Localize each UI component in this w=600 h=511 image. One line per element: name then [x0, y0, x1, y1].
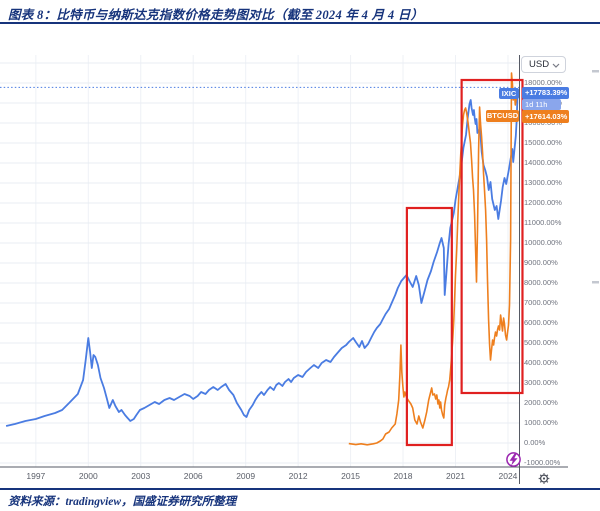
y-axis-label: 7000.00% — [524, 298, 558, 307]
btcusd-value-chip[interactable]: +17614.03% — [522, 110, 569, 123]
y-axis-label: 18000.00% — [524, 78, 562, 87]
x-axis-label: 2021 — [446, 471, 465, 481]
y-axis-label: 5000.00% — [524, 338, 558, 347]
bottom-rule — [0, 488, 600, 491]
x-axis-label: 2012 — [288, 471, 308, 481]
x-axis-label: 2009 — [236, 471, 256, 481]
btcusd-line — [348, 72, 519, 446]
y-axis-label: 2000.00% — [524, 398, 558, 407]
x-axis-label: 2018 — [393, 471, 413, 481]
ixic-symbol-chip[interactable]: IXIC — [499, 88, 519, 99]
y-axis-label: -1000.00% — [524, 458, 561, 467]
x-axis-label: 2006 — [183, 471, 203, 481]
y-axis-label: 0.00% — [524, 438, 546, 447]
highlight-red-box — [405, 206, 453, 447]
highlight-red-box — [460, 78, 524, 395]
y-axis-label: 6000.00% — [524, 318, 558, 327]
ixic-line — [5, 91, 519, 427]
y-axis-label: 12000.00% — [524, 198, 562, 207]
x-axis-label: 2015 — [341, 471, 361, 481]
btcusd-symbol-chip[interactable]: BTCUSD — [486, 110, 519, 122]
y-axis-label: 3000.00% — [524, 378, 558, 387]
scrollbar-artifact — [592, 70, 599, 73]
y-axis-label: 10000.00% — [524, 238, 562, 247]
x-axis-label: 1997 — [26, 471, 46, 481]
title-rule — [0, 22, 600, 25]
figure-title: 图表 8：比特币与纳斯达克指数价格走势图对比（截至 2024 年 4 月 4 日… — [8, 8, 424, 22]
settings-gear-icon[interactable] — [538, 473, 550, 484]
y-axis-label: 9000.00% — [524, 258, 558, 267]
scrollbar-artifact — [592, 281, 599, 284]
y-axis-label: 8000.00% — [524, 278, 558, 287]
x-axis-label: 2003 — [131, 471, 151, 481]
y-axis-label: 4000.00% — [524, 358, 558, 367]
ixic-value-chip[interactable]: +17783.39% — [522, 87, 569, 99]
ixic-countdown-chip: 1d 11h — [522, 99, 561, 110]
figure-source: 资料来源：tradingview，国盛证券研究所整理 — [8, 496, 237, 508]
x-axis-label: 2000 — [78, 471, 98, 481]
x-axis-label: 2024 — [498, 471, 518, 481]
y-axis-label: 11000.00% — [524, 218, 562, 227]
chevron-down-icon — [552, 63, 560, 68]
y-axis-label: 13000.00% — [524, 178, 562, 187]
y-axis-label: 1000.00% — [524, 418, 558, 427]
y-axis-label: 15000.00% — [524, 138, 562, 147]
y-axis-label: 14000.00% — [524, 158, 562, 167]
currency-dropdown-label: USD — [529, 59, 550, 70]
currency-dropdown[interactable]: USD — [521, 56, 566, 73]
magic-lightning-icon[interactable] — [506, 452, 521, 467]
